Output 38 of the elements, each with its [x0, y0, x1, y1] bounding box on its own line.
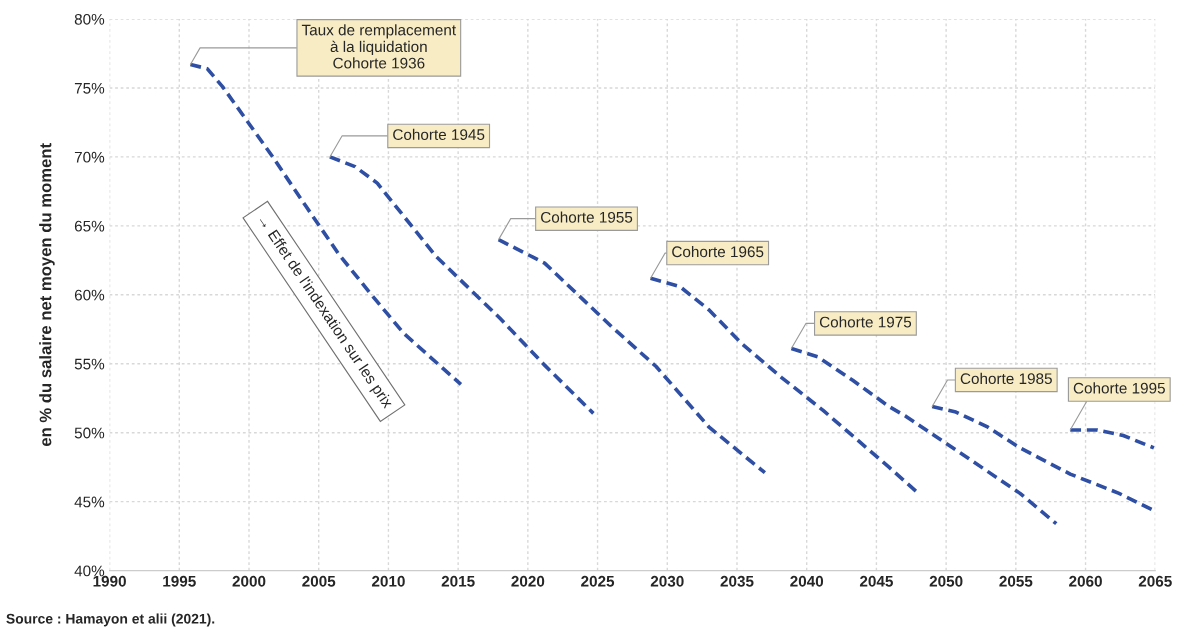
line-series — [496, 237, 767, 475]
x-tick-label: 2065 — [1138, 575, 1172, 587]
x-tick-label: 2055 — [999, 575, 1033, 587]
line-series — [930, 404, 1155, 512]
x-tick-label: 2035 — [720, 575, 754, 587]
x-tick-label: 2000 — [232, 575, 266, 587]
x-tick-label: 2040 — [790, 575, 824, 587]
y-tick-label: 50% — [74, 427, 105, 439]
y-tick-label: 65% — [74, 220, 105, 232]
x-tick-label: 1995 — [163, 575, 196, 587]
x-tick-label: 1990 — [93, 575, 126, 587]
annotation: Cohorte 1945 — [393, 128, 485, 141]
x-tick-label: 2045 — [859, 575, 893, 587]
y-tick-label: 75% — [74, 82, 105, 94]
x-tick-label: 2010 — [371, 575, 405, 587]
x-tick-label: 2005 — [302, 575, 336, 587]
source-note: Source : Hamayon et alii (2021). — [6, 613, 215, 627]
y-tick-label: 60% — [74, 289, 105, 301]
line-series — [648, 276, 919, 494]
x-tick-label: 2025 — [581, 575, 615, 587]
x-tick-label: 2020 — [511, 575, 545, 587]
y-axis-title: en % du salaire net moyen du moment — [39, 143, 55, 447]
annotation: Taux de remplacement à la liquidation Cohorte 1936 — [301, 24, 456, 69]
annotation: Cohorte 1975 — [819, 316, 912, 328]
line-series — [789, 346, 1059, 526]
y-tick-label: 80% — [74, 13, 105, 25]
x-tick-label: 2060 — [1069, 575, 1102, 587]
y-tick-label: 45% — [74, 496, 105, 508]
x-tick-label: 2050 — [929, 575, 963, 587]
annotation: Cohorte 1985 — [960, 372, 1052, 385]
x-tick-label: 2015 — [441, 575, 475, 587]
y-tick-label: 70% — [74, 151, 105, 163]
annotation: Cohorte 1955 — [541, 211, 633, 223]
x-tick-label: 2030 — [650, 575, 684, 587]
annotation: Cohorte 1965 — [672, 245, 764, 258]
y-tick-label: 40% — [74, 565, 105, 577]
y-tick-label: 55% — [74, 358, 105, 370]
annotation: Cohorte 1995 — [1073, 382, 1165, 394]
